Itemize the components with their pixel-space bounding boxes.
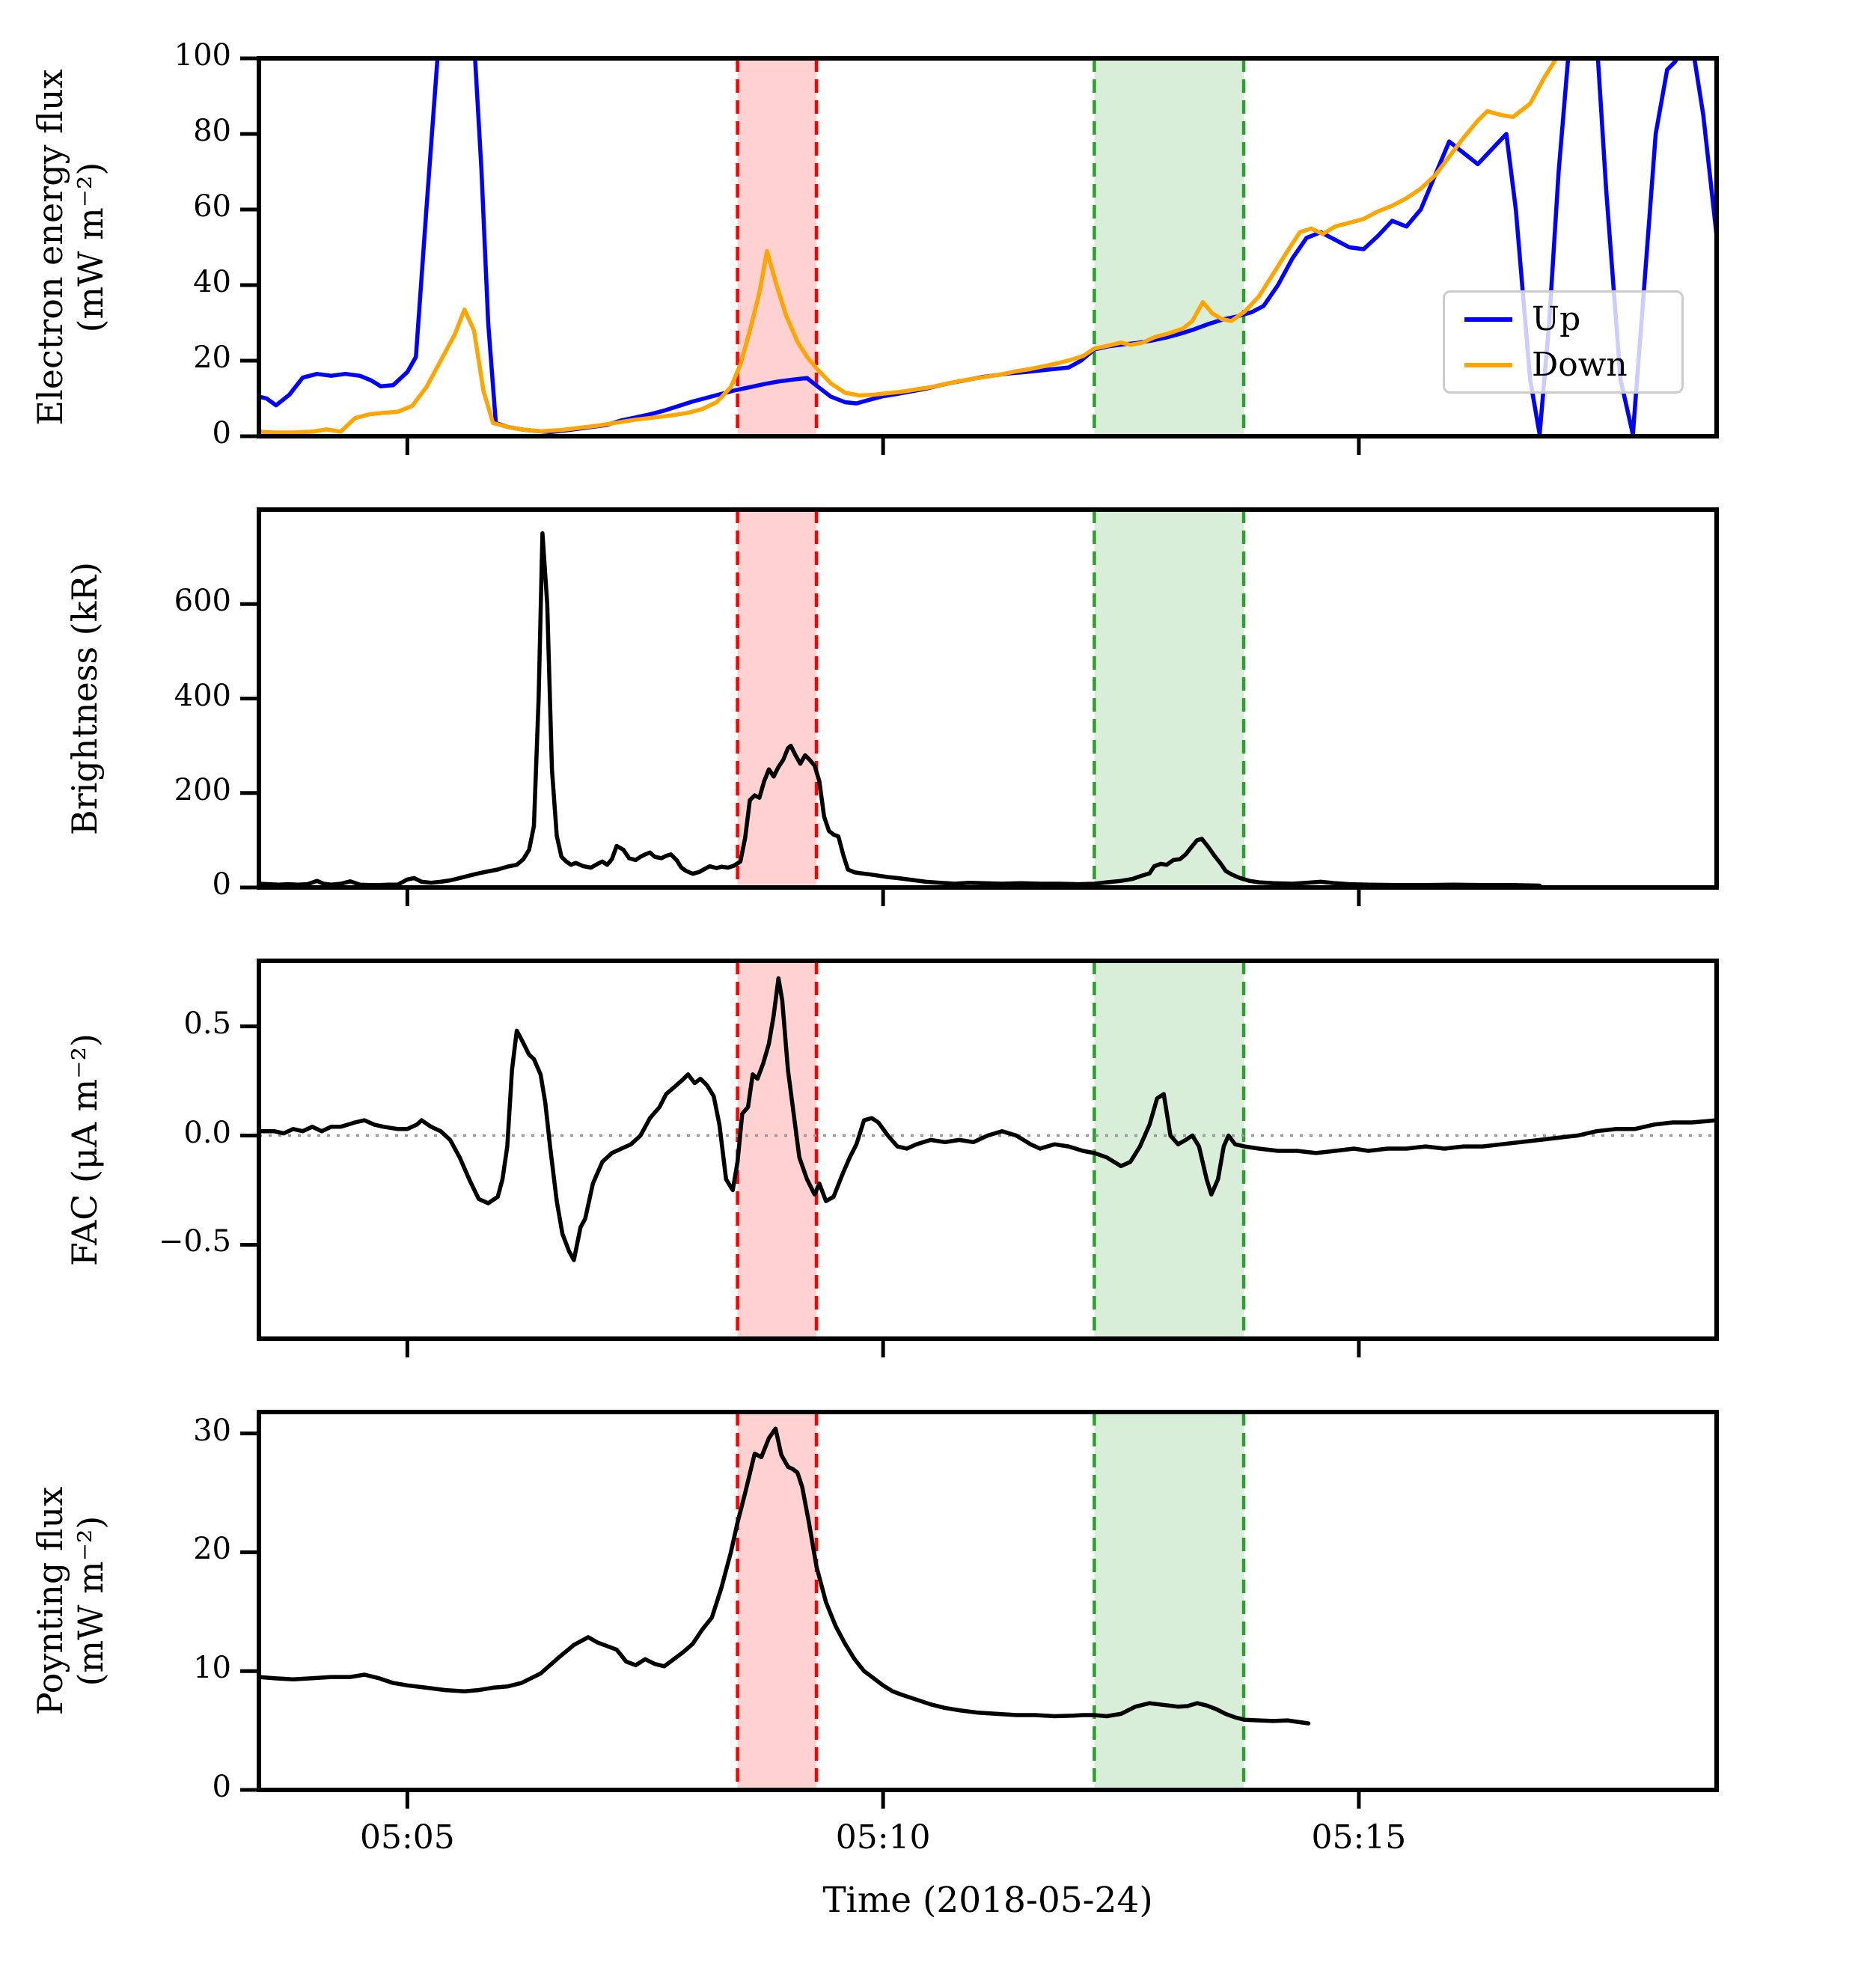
green-span-fill-panel3 (1094, 961, 1244, 1339)
legend: Up Down (1443, 290, 1684, 394)
fac-series-line (259, 976, 1717, 1262)
y-tick-label: 100 (174, 38, 231, 73)
y-tick-label: 0 (212, 416, 231, 450)
y-tick-label: 400 (174, 678, 231, 713)
legend-item-down: Down (1464, 346, 1681, 384)
brightness-series-line (259, 531, 1542, 887)
ylabel-brightness: Brightness (kR) (64, 561, 105, 836)
y-tick-label: 20 (193, 340, 231, 375)
x-tick-label: 05:05 (359, 1818, 455, 1857)
legend-swatch-down-line (1464, 362, 1512, 367)
red-span-fill-panel3 (737, 961, 817, 1339)
y-tick-label: 0.0 (183, 1115, 231, 1150)
y-tick-label: 10 (193, 1651, 231, 1686)
y-tick-label: 60 (193, 189, 231, 224)
y-tick-label: −0.5 (158, 1224, 231, 1259)
y-tick-label: 20 (193, 1532, 231, 1567)
y-tick-label: 200 (174, 772, 231, 807)
panel-3-frame (257, 959, 1719, 1341)
green-span-fill-panel1 (1094, 58, 1244, 436)
green-span-fill-panel2 (1094, 510, 1244, 887)
legend-label-down: Down (1532, 346, 1628, 384)
down-series-line (259, 58, 1559, 435)
red-span-fill-panel2 (737, 510, 817, 887)
x-tick-label: 05:10 (835, 1818, 931, 1857)
y-tick-label: 0 (212, 867, 231, 902)
legend-item-up: Up (1464, 300, 1681, 338)
y-tick-label: 80 (193, 114, 231, 148)
legend-label-up: Up (1532, 300, 1581, 338)
panel-2-frame (257, 507, 1719, 890)
y-tick-label: 600 (174, 584, 231, 619)
poynting-flux-series-line (259, 1426, 1311, 1726)
x-tick-label: 05:15 (1311, 1818, 1407, 1857)
y-tick-label: 30 (193, 1413, 231, 1448)
panel-1-frame (257, 56, 1719, 438)
legend-swatch-up-line (1464, 317, 1512, 322)
y-tick-label: 0 (212, 1770, 231, 1804)
green-span-fill-panel4 (1094, 1412, 1244, 1790)
ylabel-electron-energy-flux: Electron energy flux (mW m⁻²) (30, 69, 111, 426)
y-tick-label: 0.5 (183, 1006, 231, 1041)
red-span-fill-panel1 (737, 58, 817, 436)
y-tick-label: 40 (193, 265, 231, 299)
ylabel-poynting-flux: Poynting flux (mW m⁻²) (30, 1486, 111, 1716)
x-axis-label: Time (2018-05-24) (822, 1880, 1153, 1921)
panel-4-frame (257, 1410, 1719, 1792)
ylabel-fac: FAC (μA m⁻²) (64, 1033, 105, 1266)
